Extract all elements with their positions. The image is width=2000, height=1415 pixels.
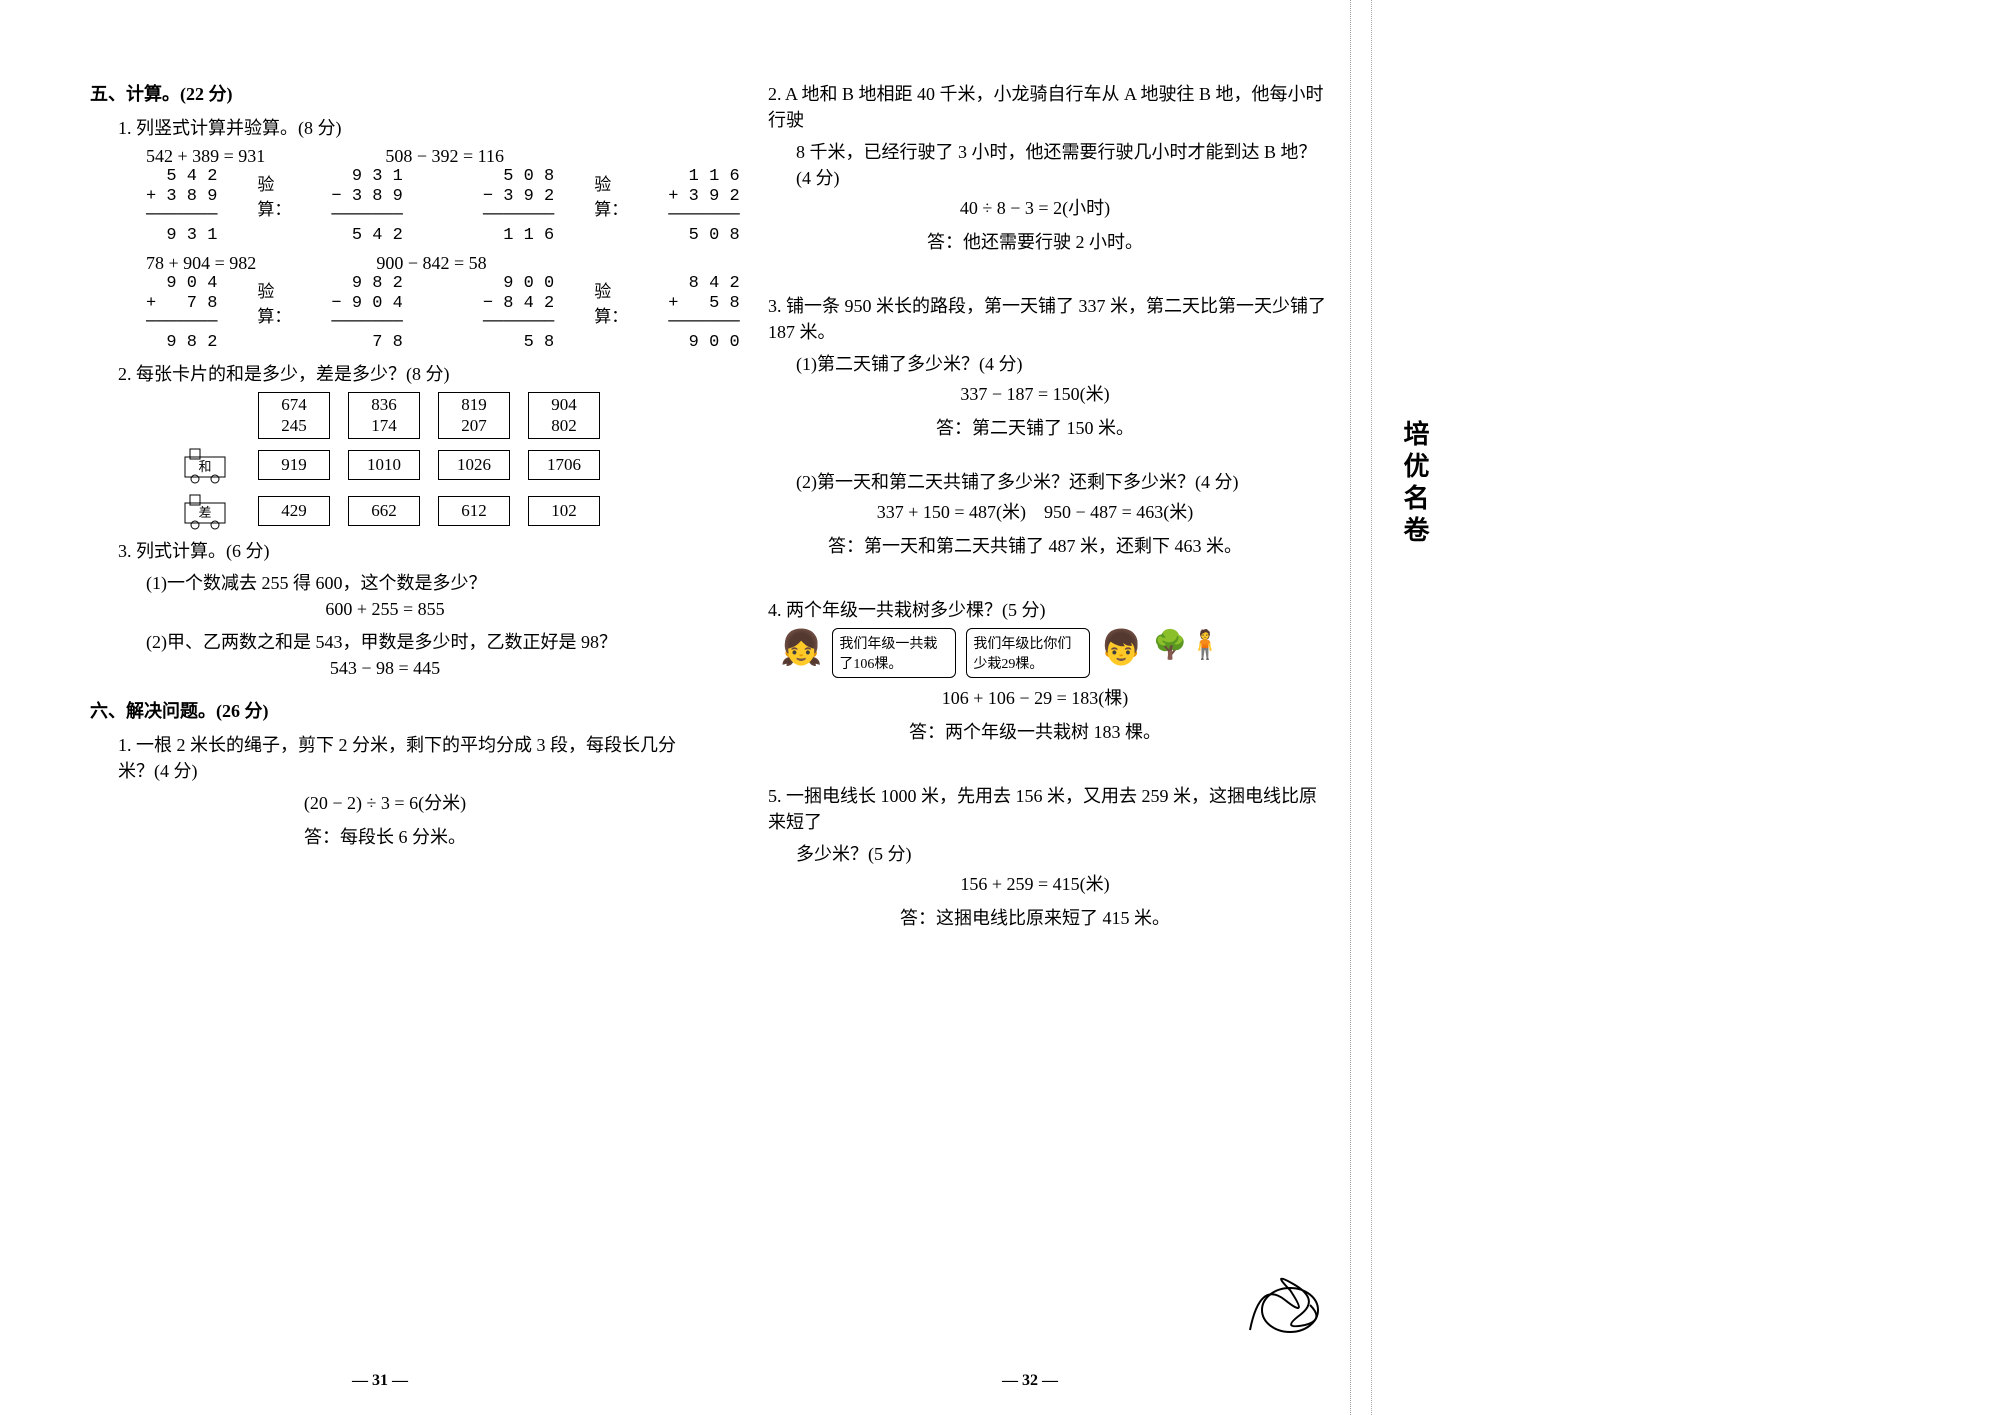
- q5-2-title: 2. 每张卡片的和是多少，差是多少？(8 分): [118, 360, 680, 386]
- pair-1b: 245: [281, 416, 307, 435]
- vertical-4a: 9 0 0 − 8 4 2 ─────── 5 8: [483, 274, 554, 352]
- p5-eq: 156 + 259 = 415(米): [740, 870, 1330, 896]
- page-number-32: — 32 —: [710, 1372, 1350, 1390]
- q5-3-2-ans: 543 − 98 = 445: [90, 658, 680, 679]
- pair-2a: 836: [371, 395, 397, 414]
- eq-1: 542 + 389 = 931: [146, 146, 265, 167]
- q5-3-2: (2)甲、乙两数之和是 543，甲数是多少时，乙数正好是 98？: [146, 628, 680, 654]
- p6-1-eq: (20 − 2) ÷ 3 = 6(分米): [90, 789, 680, 815]
- p5-line2: 多少米？(5 分): [796, 840, 1330, 866]
- diff-train: 差 429 662 612 102: [180, 491, 680, 531]
- p3-2: (2)第一天和第二天共铺了多少米？还剩下多少米？(4 分): [796, 468, 1330, 494]
- p4-ans: 答：两个年级一共栽树 183 棵。: [740, 718, 1330, 744]
- p5-ans: 答：这捆电线比原来短了 415 米。: [740, 904, 1330, 930]
- pair-4b: 802: [551, 416, 577, 435]
- vertical-3a: 9 0 4 + 7 8 ─────── 9 8 2: [146, 274, 217, 352]
- cut-line: [1371, 0, 1372, 1415]
- p2-eq: 40 ÷ 8 − 3 = 2(小时): [740, 194, 1330, 220]
- page-31: 五、计算。(22 分) 1. 列竖式计算并验算。(8 分) 542 + 389 …: [60, 0, 700, 1415]
- p3-1-eq: 337 − 187 = 150(米): [740, 380, 1330, 406]
- q5-3-1-ans: 600 + 255 = 855: [90, 599, 680, 620]
- boy-icon: 👦: [1100, 628, 1142, 668]
- tree-icon: 🌳🧍: [1153, 628, 1223, 662]
- speech-bubble-1: 我们年级一共栽了106棵。: [832, 628, 956, 678]
- p6-1: 1. 一根 2 米长的绳子，剪下 2 分米，剩下的平均分成 3 段，每段长几分米…: [118, 731, 680, 783]
- vertical-1b: 9 3 1 − 3 8 9 ─────── 5 4 2: [331, 167, 402, 245]
- p3-1-ans: 答：第二天铺了 150 米。: [740, 414, 1330, 440]
- vertical-1a: 5 4 2 + 3 8 9 ─────── 9 3 1: [146, 167, 217, 245]
- sum-4: 1706: [528, 450, 600, 480]
- eq-4: 900 − 842 = 58: [376, 253, 486, 274]
- q5-1-title: 1. 列竖式计算并验算。(8 分): [118, 114, 680, 140]
- q5-3-title: 3. 列式计算。(6 分): [118, 537, 680, 563]
- p3-2-ans: 答：第一天和第二天共铺了 487 米，还剩下 463 米。: [740, 532, 1330, 558]
- check-label-2: 验算：: [594, 167, 628, 220]
- pair-3b: 207: [461, 416, 487, 435]
- page-number-31: — 31 —: [60, 1372, 700, 1390]
- vertical-2a: 5 0 8 − 3 9 2 ─────── 1 1 6: [483, 167, 554, 245]
- p6-1-ans: 答：每段长 6 分米。: [90, 823, 680, 849]
- pair-3a: 819: [461, 395, 487, 414]
- p2-line2: 8 千米，已经行驶了 3 小时，他还需要行驶几小时才能到达 B 地？(4 分): [796, 138, 1330, 190]
- train-engine-icon: 和: [180, 445, 240, 485]
- pair-4: 904802: [528, 392, 600, 439]
- diff-1: 429: [258, 496, 330, 526]
- pair-1a: 674: [281, 395, 307, 414]
- svg-text:和: 和: [198, 459, 211, 474]
- section-5-title: 五、计算。(22 分): [90, 80, 680, 106]
- sum-1: 919: [258, 450, 330, 480]
- sum-2: 1010: [348, 450, 420, 480]
- speech-bubble-2: 我们年级比你们少栽29棵。: [966, 628, 1090, 678]
- train-engine-icon-2: 差: [180, 491, 240, 531]
- check-label-4: 验算：: [594, 274, 628, 327]
- page-32: 2. A 地和 B 地相距 40 千米，小龙骑自行车从 A 地驶往 B 地，他每…: [710, 0, 1350, 1415]
- eq-2: 508 − 392 = 116: [385, 146, 504, 167]
- p3-1: (1)第二天铺了多少米？(4 分): [796, 350, 1330, 376]
- svg-text:差: 差: [198, 505, 211, 520]
- check-label-3: 验算：: [257, 274, 291, 327]
- p3: 3. 铺一条 950 米长的路段，第一天铺了 337 米，第二天比第一天少铺了 …: [768, 292, 1330, 344]
- pair-row: 674245 836174 819207 904802: [180, 392, 680, 439]
- wire-scribble-icon: [1240, 1270, 1330, 1345]
- diff-3: 612: [438, 496, 510, 526]
- girl-icon: 👧: [780, 628, 822, 668]
- book-title-vertical: 培优名卷: [1396, 420, 1433, 548]
- pair-1: 674245: [258, 392, 330, 439]
- vertical-3b: 9 8 2 − 9 0 4 ─────── 7 8: [331, 274, 402, 352]
- sum-train: 和 919 1010 1026 1706: [180, 445, 680, 485]
- p4-illustration: 👧 我们年级一共栽了106棵。 我们年级比你们少栽29棵。 👦 🌳🧍: [780, 628, 1330, 678]
- pair-2: 836174: [348, 392, 420, 439]
- diff-4: 102: [528, 496, 600, 526]
- p4: 4. 两个年级一共栽树多少棵？(5 分): [768, 596, 1330, 622]
- p2-ans: 答：他还需要行驶 2 小时。: [740, 228, 1330, 254]
- pair-3: 819207: [438, 392, 510, 439]
- pair-4a: 904: [551, 395, 577, 414]
- p2-line1: 2. A 地和 B 地相距 40 千米，小龙骑自行车从 A 地驶往 B 地，他每…: [768, 80, 1330, 132]
- check-label-1: 验算：: [257, 167, 291, 220]
- q5-3-1: (1)一个数减去 255 得 600，这个数是多少？: [146, 569, 680, 595]
- p5-line1: 5. 一捆电线长 1000 米，先用去 156 米，又用去 259 米，这捆电线…: [768, 782, 1330, 834]
- eq-3: 78 + 904 = 982: [146, 253, 256, 274]
- pair-2b: 174: [371, 416, 397, 435]
- book-margin: 培优名卷: [1350, 0, 1461, 1415]
- diff-2: 662: [348, 496, 420, 526]
- sum-3: 1026: [438, 450, 510, 480]
- section-6-title: 六、解决问题。(26 分): [90, 697, 680, 723]
- p3-2-eq: 337 + 150 = 487(米) 950 − 487 = 463(米): [740, 498, 1330, 524]
- p4-eq: 106 + 106 − 29 = 183(棵): [740, 684, 1330, 710]
